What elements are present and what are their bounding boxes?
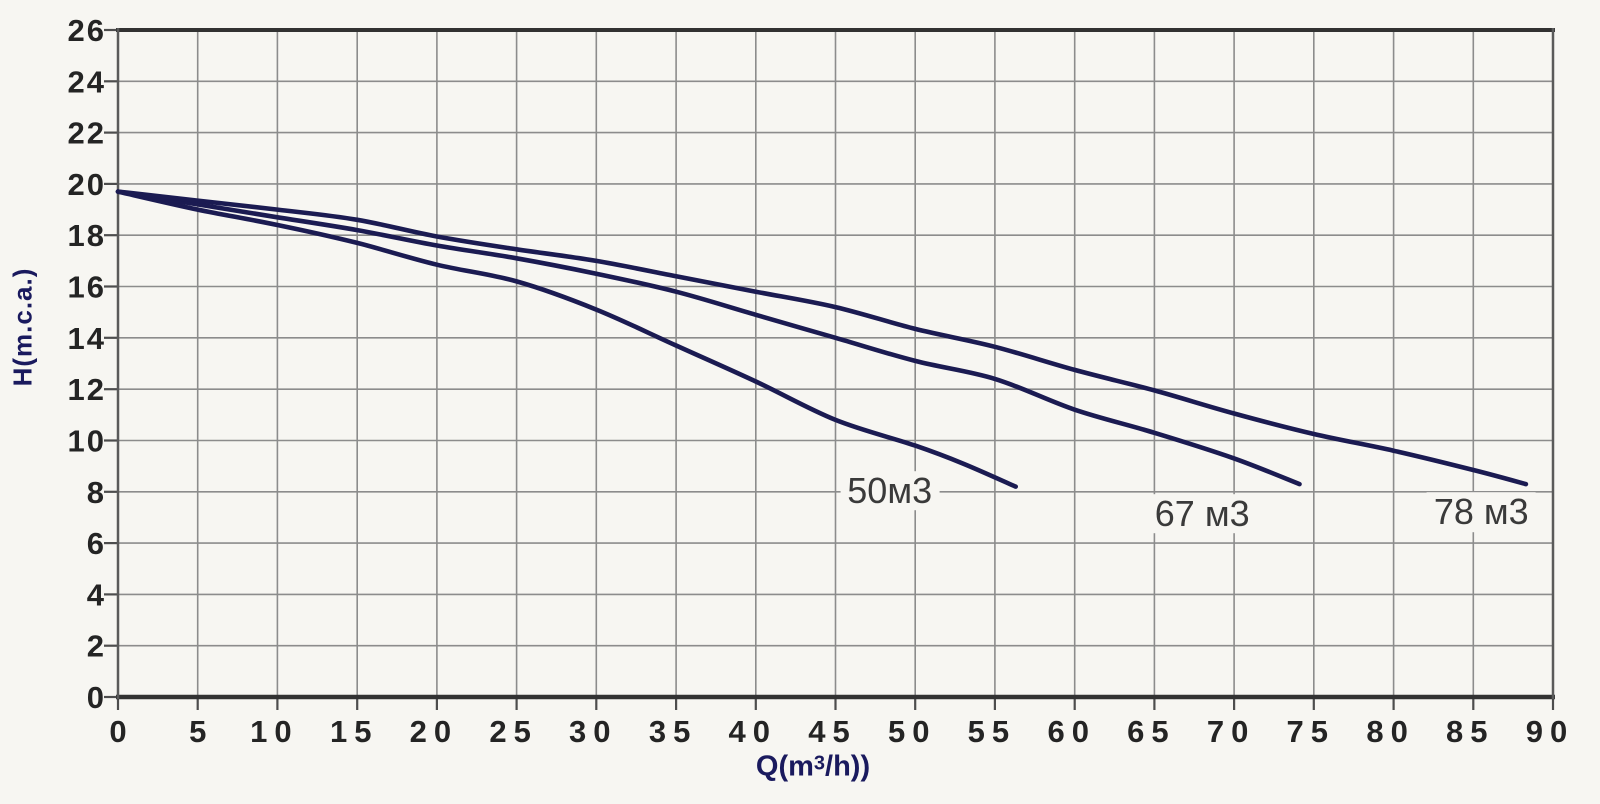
y-tick-label: 8 — [87, 475, 106, 510]
x-tick-label: 60 — [1047, 714, 1095, 749]
x-axis-title-prefix: Q(m — [755, 750, 814, 783]
x-tick-label: 50 — [888, 714, 936, 749]
x-tick-label: 55 — [968, 714, 1016, 749]
y-tick-label: 10 — [68, 424, 106, 459]
y-tick-label: 22 — [68, 116, 106, 151]
y-tick-label: 26 — [68, 13, 106, 48]
x-tick-label: 35 — [649, 714, 697, 749]
x-tick-label: 80 — [1366, 714, 1414, 749]
x-tick-label: 15 — [330, 714, 378, 749]
pump-curve-1 — [115, 189, 1302, 487]
x-tick-label: 75 — [1287, 714, 1335, 749]
x-tick-label: 70 — [1207, 714, 1255, 749]
y-tick-label: 0 — [87, 680, 106, 715]
x-tick-label: 65 — [1127, 714, 1175, 749]
x-tick-label: 30 — [569, 714, 617, 749]
y-tick-label: 24 — [68, 64, 106, 99]
x-tick-label: 85 — [1446, 714, 1494, 749]
x-axis-title-suffix: /h)) — [825, 750, 871, 783]
x-tick-label: 45 — [808, 714, 856, 749]
x-axis-title-superscript: 3 — [813, 752, 826, 775]
x-axis-title: Q(m3/h)) — [756, 751, 870, 784]
x-tick-label: 20 — [410, 714, 458, 749]
pump-curve-2 — [115, 189, 1529, 487]
x-tick-label: 40 — [729, 714, 777, 749]
y-tick-label: 12 — [68, 372, 106, 407]
curve-label-67m3: 67 м3 — [1147, 494, 1257, 534]
x-tick-label: 10 — [250, 714, 298, 749]
y-tick-label: 16 — [68, 270, 106, 305]
y-tick-label: 4 — [87, 577, 106, 612]
y-tick-label: 6 — [87, 526, 106, 561]
x-tick-label: 5 — [189, 714, 206, 749]
pump-curve-0 — [115, 189, 1018, 489]
x-tick-label: 90 — [1526, 714, 1574, 749]
curve-label-78m3: 78 м3 — [1426, 492, 1536, 533]
x-tick-label: 25 — [489, 714, 537, 749]
x-tick-label: 0 — [109, 714, 126, 749]
y-axis-title: H(m.c.a.) — [7, 267, 38, 387]
y-tick-label: 18 — [68, 218, 106, 253]
y-tick-label: 14 — [68, 321, 106, 356]
y-tick-label: 2 — [87, 629, 106, 664]
y-tick-label: 20 — [68, 167, 106, 202]
curve-label-50m3: 50м3 — [840, 471, 940, 511]
